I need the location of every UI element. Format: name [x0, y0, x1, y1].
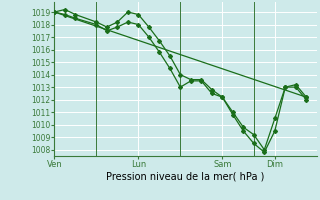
X-axis label: Pression niveau de la mer( hPa ): Pression niveau de la mer( hPa ): [107, 172, 265, 182]
